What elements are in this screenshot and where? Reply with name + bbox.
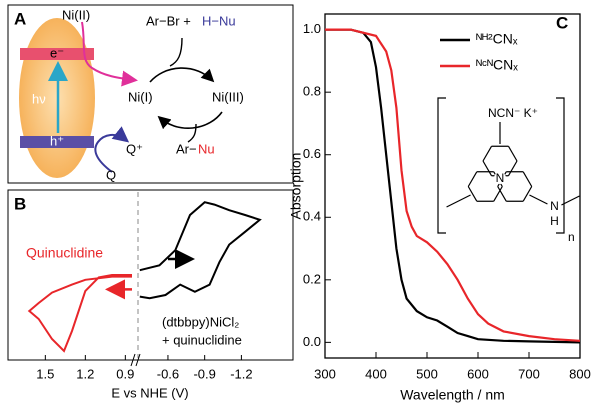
x-tick-label: 600 [467, 366, 489, 381]
label: e⁻ [50, 45, 64, 60]
y-tick-label: 1.0 [303, 21, 321, 36]
bond [529, 194, 548, 205]
label: Ar−Br + [146, 13, 191, 28]
label: H−Nu [202, 13, 236, 28]
annotation: + quinuclidine [162, 332, 242, 347]
atom-label: N [550, 199, 559, 213]
y-tick-label: 0.2 [303, 271, 321, 286]
substituent: NCN⁻ K⁺ [488, 106, 538, 120]
electron-transfer-arrow [81, 21, 138, 87]
panel-label: B [14, 194, 26, 213]
series-label: (dtbbpy)NiCl₂ [162, 314, 239, 329]
atom-bg [494, 172, 506, 184]
bond [507, 145, 518, 162]
y-tick-label: 0.6 [303, 146, 321, 161]
bond [497, 186, 507, 202]
plot-frame [324, 13, 581, 359]
x-tick-label: -1.2 [230, 366, 252, 381]
atom-label: H [550, 214, 559, 228]
bond [446, 194, 471, 208]
label: Ar− [176, 141, 197, 156]
y-tick-label: 0.8 [303, 84, 321, 99]
x-tick-label: 1.5 [36, 366, 54, 381]
line-series [325, 28, 581, 344]
reagent-arrow [169, 37, 183, 67]
legend-label: ᴺᶜᴺCNₓ [476, 57, 518, 73]
axis-break [130, 353, 141, 367]
x-tick-label: 500 [416, 366, 438, 381]
x-tick-label: 800 [569, 366, 591, 381]
bond [493, 186, 503, 202]
bond [522, 186, 533, 202]
bond [522, 171, 533, 187]
panel-a: A Ni(II) e⁻ hν h⁺ Q⁺ Q Ar−Br + H−Nu Ni(I… [7, 4, 294, 184]
cv-curve [139, 201, 262, 300]
panel-label: A [14, 9, 26, 28]
x-tick-label: 0.9 [116, 366, 134, 381]
y-tick-label: 0.0 [303, 334, 321, 349]
label: Ni(II) [62, 7, 90, 22]
x-tick-label: 400 [365, 366, 387, 381]
x-tick-label: 300 [314, 366, 336, 381]
atom-label: N [496, 171, 505, 185]
x-tick-label: -0.6 [157, 366, 179, 381]
label: Q⁺ [126, 141, 143, 156]
label: hν [32, 91, 46, 106]
x-axis-label: Wavelength / nm [400, 387, 505, 403]
repeat-label: n [568, 230, 575, 244]
y-tick-label: 0.4 [303, 209, 321, 224]
x-tick-label: -0.9 [193, 366, 215, 381]
x-tick-label: 700 [518, 366, 540, 381]
bond [482, 145, 493, 162]
panel-label: C [556, 13, 568, 32]
cycle-arrow [149, 67, 215, 83]
y-axis-label: Absorption [288, 153, 304, 220]
label: Nu [198, 141, 215, 156]
cv-curve [27, 274, 132, 353]
cycle-arrow [157, 111, 223, 130]
bond [507, 160, 518, 177]
bond [467, 171, 478, 187]
bond [482, 160, 493, 177]
product-arrow [187, 123, 197, 143]
conduction-band [20, 48, 94, 60]
x-tick-label: 1.2 [76, 366, 94, 381]
x-axis-label: E vs NHE (V) [111, 385, 188, 400]
valence-band [20, 136, 94, 148]
bond [467, 186, 478, 202]
legend-label: ᴺᴴ²CNₓ [476, 31, 518, 47]
hole-transfer-arrow [94, 126, 130, 173]
label: Ni(III) [212, 89, 244, 104]
label: h⁺ [50, 133, 64, 148]
label: Q [106, 167, 116, 182]
panel-frame [7, 4, 294, 184]
line-series [325, 28, 581, 342]
series-label: Quinuclidine [26, 245, 103, 261]
panel-frame [7, 189, 294, 361]
bracket [437, 97, 565, 234]
label: Ni(I) [128, 89, 153, 104]
